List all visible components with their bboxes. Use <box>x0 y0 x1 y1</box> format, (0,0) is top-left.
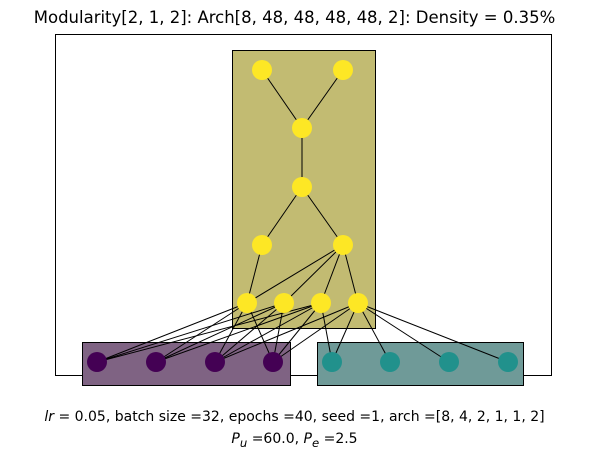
edge-l4n0-l5n1 <box>301 69 344 129</box>
edge-l1n0-l2n1 <box>246 244 344 304</box>
node-layer1-0 <box>237 293 257 313</box>
figure-title: Modularity[2, 1, 2]: Arch[8, 48, 48, 48,… <box>33 8 556 27</box>
edge-l0n3-l1n2 <box>272 302 322 363</box>
pu-subscript: u <box>239 435 248 450</box>
plot-frame <box>55 34 552 376</box>
edge-l0n1-l1n2 <box>155 302 322 363</box>
node-layer2-0 <box>252 235 272 255</box>
node-layer1-2 <box>311 293 331 313</box>
edge-l0n4-l1n2 <box>320 302 333 363</box>
node-layer0-6 <box>439 352 459 372</box>
node-layer5-0 <box>252 60 272 80</box>
edge-l0n2-l1n3 <box>214 302 359 363</box>
node-layer2-1 <box>333 235 353 255</box>
edge-l2n1-l3n0 <box>301 186 344 246</box>
edge-l0n2-l1n1 <box>214 302 285 363</box>
edge-l4n0-l5n0 <box>261 69 303 129</box>
node-layer0-3 <box>263 352 283 372</box>
pu-symbol: P <box>231 431 240 447</box>
pe-value: =2.5 <box>319 431 358 447</box>
node-layer1-3 <box>348 293 368 313</box>
edge-l0n1-l1n1 <box>155 302 285 363</box>
pe-subscript: e <box>311 435 320 450</box>
edge-l0n3-l1n1 <box>272 302 285 363</box>
edge-l0n0-l1n1 <box>96 302 285 363</box>
edge-l0n0-l1n0 <box>96 302 248 363</box>
lr-symbol: lr <box>44 409 55 425</box>
node-layer0-4 <box>322 352 342 372</box>
node-layer0-2 <box>205 352 225 372</box>
node-layer0-0 <box>87 352 107 372</box>
pu-pe-caption: Pu =60.0, Pe =2.5 <box>0 430 589 452</box>
edge-l0n6-l1n3 <box>357 302 450 363</box>
lr-eq: = <box>54 409 71 425</box>
node-layer1-1 <box>274 293 294 313</box>
pe-symbol: P <box>303 431 312 447</box>
edge-l0n1-l1n0 <box>155 302 248 363</box>
node-layer0-5 <box>380 352 400 372</box>
nodes-group <box>87 60 518 372</box>
node-layer5-1 <box>333 60 353 80</box>
edge-l2n0-l3n0 <box>261 186 303 246</box>
edge-l0n2-l1n2 <box>214 302 322 363</box>
edge-l0n3-l1n3 <box>272 302 359 363</box>
node-layer3-0 <box>292 177 312 197</box>
edge-l0n2-l1n0 <box>214 302 248 363</box>
input-module-left-box <box>82 342 291 386</box>
node-layer0-7 <box>498 352 518 372</box>
edge-l1n2-l2n1 <box>320 244 344 304</box>
edge-l0n5-l1n3 <box>357 302 391 363</box>
hyperparameter-caption: lr = 0.05, batch size =32, epochs =40, s… <box>0 408 589 426</box>
node-layer4-0 <box>292 118 312 138</box>
pu-value: =60.0, <box>247 431 304 447</box>
input-module-right-box <box>317 342 524 386</box>
caption-line1-text: 0.05, batch size =32, epochs =40, seed =… <box>70 409 545 425</box>
edge-l0n4-l1n3 <box>331 302 359 363</box>
edge-l0n7-l1n3 <box>357 302 509 363</box>
edge-l0n3-l1n0 <box>246 302 274 363</box>
node-layer0-1 <box>146 352 166 372</box>
edge-l1n1-l2n1 <box>283 244 344 304</box>
